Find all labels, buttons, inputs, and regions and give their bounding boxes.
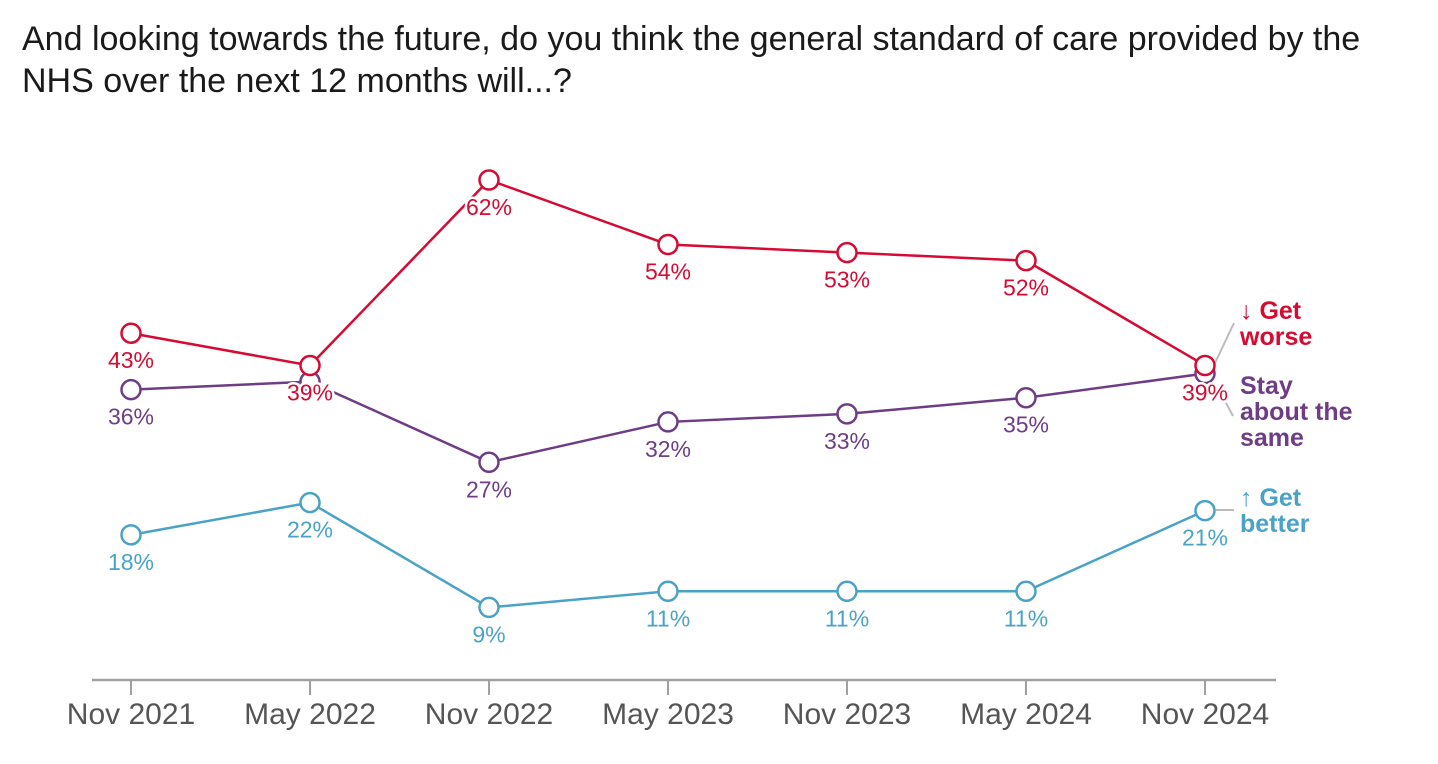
x-tick-label: May 2022 xyxy=(244,698,376,731)
data-label: 32% xyxy=(645,436,691,462)
data-label: 52% xyxy=(1003,275,1049,301)
data-point xyxy=(657,233,679,256)
data-label: 36% xyxy=(108,404,154,430)
data-point xyxy=(657,411,679,433)
data-point xyxy=(1194,499,1216,522)
data-point xyxy=(836,241,858,264)
x-tick-label: Nov 2022 xyxy=(425,698,553,731)
data-point xyxy=(1015,249,1037,272)
data-point xyxy=(1194,354,1216,377)
legend-label: about the xyxy=(1240,398,1353,426)
data-label: 11% xyxy=(1004,605,1048,631)
data-label: 21% xyxy=(1182,525,1228,551)
data-label: 11% xyxy=(825,605,869,631)
data-point xyxy=(478,169,500,191)
data-label: 11% xyxy=(646,605,690,631)
x-tick-label: May 2024 xyxy=(960,698,1092,731)
data-label: 35% xyxy=(1003,412,1049,438)
data-label: 27% xyxy=(466,476,512,502)
data-label: 22% xyxy=(287,517,333,543)
data-point xyxy=(120,524,142,546)
data-point xyxy=(120,378,142,401)
series-get-better xyxy=(120,491,1216,619)
data-label: 33% xyxy=(824,428,870,454)
legend-leader-line xyxy=(1214,322,1235,364)
data-point xyxy=(836,580,858,603)
data-label: 9% xyxy=(472,621,505,647)
legend-label: worse xyxy=(1239,323,1312,351)
data-point xyxy=(299,354,321,377)
data-point xyxy=(1015,580,1037,603)
data-point xyxy=(299,491,321,514)
legend-label: ↑ Get xyxy=(1240,484,1302,512)
data-point xyxy=(478,596,500,619)
x-tick-label: Nov 2023 xyxy=(783,698,911,731)
data-label: 43% xyxy=(108,347,154,373)
legend-leader-line xyxy=(1225,402,1234,417)
data-label: 54% xyxy=(645,259,691,285)
data-label: 62% xyxy=(466,194,512,220)
data-point xyxy=(478,451,500,474)
legend-label: Stay xyxy=(1240,372,1293,400)
series-stay-about-the-same xyxy=(120,362,1216,474)
chart-title: And looking towards the future, do you t… xyxy=(22,20,1361,100)
x-tick-label: May 2023 xyxy=(602,698,734,731)
data-point xyxy=(836,403,858,425)
data-label: 18% xyxy=(108,549,154,575)
data-point xyxy=(1015,386,1037,409)
data-point xyxy=(657,580,679,603)
series-get-worse xyxy=(120,169,1216,377)
data-point xyxy=(120,322,142,344)
x-tick-label: Nov 2024 xyxy=(1141,698,1269,731)
legend-label: same xyxy=(1240,424,1304,452)
x-tick-label: Nov 2021 xyxy=(67,698,195,731)
legend-label: ↓ Get xyxy=(1240,297,1302,325)
data-label: 39% xyxy=(1182,379,1228,405)
data-label: 53% xyxy=(824,267,870,293)
legend-label: better xyxy=(1240,510,1310,538)
data-label: 39% xyxy=(287,379,333,405)
